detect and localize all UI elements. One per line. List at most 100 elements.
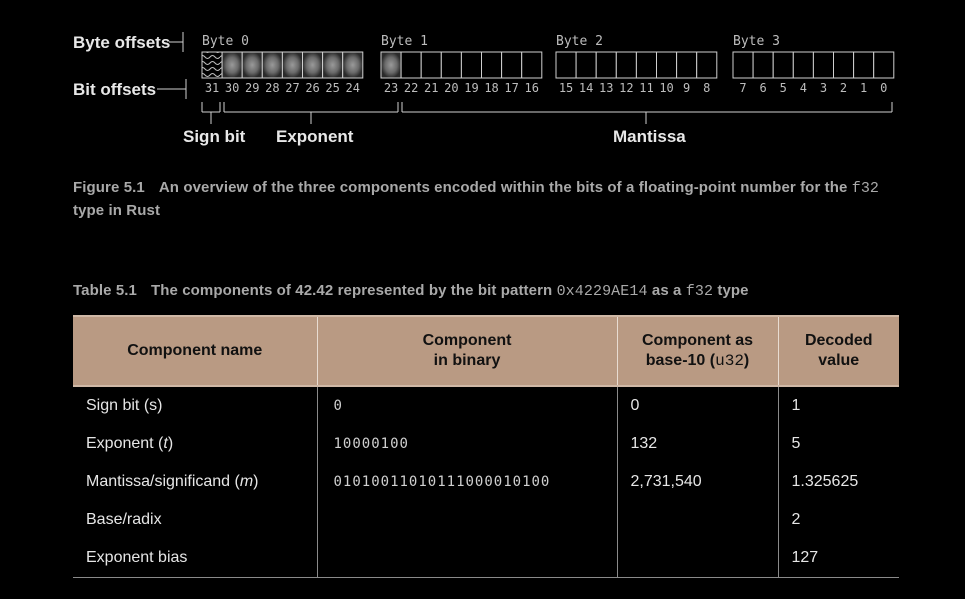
bit-number: 18 <box>484 81 498 95</box>
float-bits-figure: Byte offsets Bit offsets Byte 0 Byte 1 B… <box>73 32 895 146</box>
mantissa-label: Mantissa <box>613 127 686 146</box>
mantissa-bit-cell <box>615 51 637 79</box>
mantissa-bit-cell <box>676 51 698 79</box>
bit-number: 3 <box>820 81 827 95</box>
mantissa-bit-cell <box>752 51 774 79</box>
bit-number: 29 <box>245 81 259 95</box>
row-name: Exponent bias <box>73 539 317 578</box>
table-caption-text: The components of 42.42 represented by t… <box>150 282 553 299</box>
table-caption-text-end: type <box>717 282 749 299</box>
row-base10: 0 <box>616 386 778 425</box>
mantissa-bit-cell <box>656 51 678 79</box>
mantissa-bit-cell <box>812 51 835 79</box>
bit-number: 21 <box>424 81 438 95</box>
exponent-bit-cell <box>342 51 364 79</box>
mantissa-bit-cell <box>853 51 875 79</box>
header-base10-end: ) <box>743 352 750 369</box>
mantissa-bit-cell <box>460 51 482 79</box>
bit-offsets-label: Bit offsets <box>73 80 156 99</box>
table-caption: Table 5.1 The components of 42.42 represe… <box>73 280 923 303</box>
mantissa-bit-cell <box>575 51 597 79</box>
table-row: Mantissa/significand (m) 010100110101110… <box>73 463 899 501</box>
mantissa-bit-cell <box>420 51 442 79</box>
bit-number: 22 <box>404 81 418 95</box>
row-binary: 0 <box>316 386 617 425</box>
exponent-label: Exponent <box>276 127 354 146</box>
row-base10: 132 <box>616 425 778 463</box>
bit-number: 9 <box>683 81 690 95</box>
sign-bit-cell <box>201 51 223 79</box>
bit-number: 11 <box>639 81 653 95</box>
mantissa-bit-cell <box>732 51 754 79</box>
exponent-bit-cell <box>380 51 402 79</box>
bit-number: 10 <box>659 81 673 95</box>
row-name-var: m <box>239 473 254 490</box>
table-row: Sign bit (s) 0 0 1 <box>73 386 899 425</box>
row-binary: 01010011010111000010100 <box>316 463 617 501</box>
row-name: Exponent (t) <box>73 425 317 463</box>
figure-caption: Figure 5.1 An overview of the three compo… <box>73 177 893 222</box>
header-binary-line2: in binary <box>433 352 501 369</box>
header-component-base10: Component as base-10 (u32) <box>616 316 778 386</box>
row-name: Mantissa/significand (m) <box>73 463 317 501</box>
row-name-end: ) <box>167 435 174 452</box>
header-binary-line1: Component <box>422 332 512 349</box>
bit-number: 30 <box>225 81 239 95</box>
mantissa-bit-cell <box>772 51 794 79</box>
bit-number: 20 <box>444 81 458 95</box>
header-component-binary: Component in binary <box>316 316 617 386</box>
bit-number: 24 <box>346 81 360 95</box>
bit-number: 5 <box>780 81 787 95</box>
bit-number: 27 <box>285 81 299 95</box>
row-name-end: ) <box>253 473 259 490</box>
row-decoded: 5 <box>777 425 899 463</box>
figure-caption-text-end: type in Rust <box>73 202 161 219</box>
header-component-name-text: Component name <box>127 342 263 359</box>
exponent-bit-cell <box>322 51 344 79</box>
exponent-bit-cell <box>241 51 263 79</box>
mantissa-bit-cell <box>440 51 462 79</box>
row-name-text: Mantissa/significand ( <box>86 473 240 490</box>
row-decoded: 2 <box>777 501 899 539</box>
exponent-bit-cell <box>302 51 324 79</box>
row-name-var: t <box>163 435 168 452</box>
figure-caption-code: f32 <box>851 180 880 197</box>
bit-number: 8 <box>703 81 710 95</box>
bit-number: 25 <box>325 81 339 95</box>
bit-number: 4 <box>800 81 807 95</box>
row-binary <box>316 539 617 578</box>
mantissa-bit-cell <box>481 51 503 79</box>
bit-number: 1 <box>860 81 867 95</box>
header-decoded-line1: Decoded <box>804 332 873 349</box>
bit-number: 13 <box>599 81 613 95</box>
table-caption-text-middle: as a <box>651 282 682 299</box>
bit-number: 19 <box>464 81 478 95</box>
row-base10 <box>616 501 778 539</box>
byte-0-label: Byte 0 <box>202 34 249 49</box>
byte-offsets-label: Byte offsets <box>73 33 170 52</box>
mantissa-bit-cell <box>555 51 577 79</box>
table-row: Exponent (t) 10000100 132 5 <box>73 425 899 463</box>
row-decoded: 1.325625 <box>777 463 899 501</box>
table-row: Base/radix 2 <box>73 501 899 539</box>
row-name: Sign bit (s) <box>86 397 163 414</box>
row-name-text: Exponent ( <box>86 435 164 452</box>
header-decoded-value: Decoded value <box>777 316 899 386</box>
bit-number: 12 <box>619 81 633 95</box>
table-header-row: Component name Component in binary Compon… <box>73 316 899 386</box>
row-decoded: 127 <box>777 539 899 578</box>
bit-number: 6 <box>760 81 767 95</box>
mantissa-bit-cell <box>792 51 814 79</box>
row-binary <box>316 501 617 539</box>
bit-number: 14 <box>579 81 593 95</box>
exponent-bit-cell <box>281 51 303 79</box>
mantissa-bit-cell <box>696 51 718 79</box>
bit-number: 7 <box>739 81 746 95</box>
figure-caption-text: An overview of the three components enco… <box>158 179 848 196</box>
header-base10-code: u32 <box>715 352 744 370</box>
mantissa-bit-cell <box>873 51 895 79</box>
bit-number: 2 <box>840 81 847 95</box>
row-binary: 10000100 <box>316 425 617 463</box>
bit-number: 28 <box>265 81 279 95</box>
bit-number: 31 <box>205 81 219 95</box>
